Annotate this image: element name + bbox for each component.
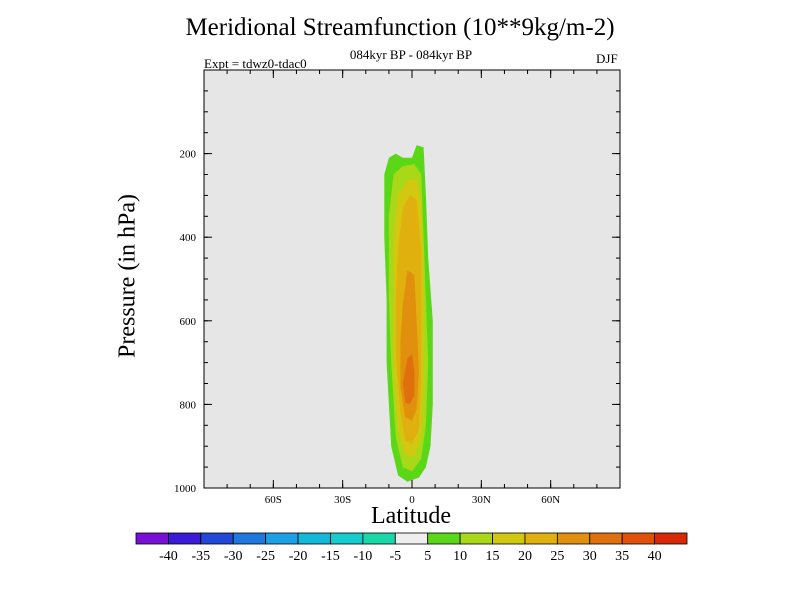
y-tick-label: 200 bbox=[180, 149, 197, 161]
colorbar-label: -20 bbox=[289, 549, 308, 564]
colorbar-label: 35 bbox=[615, 549, 629, 564]
colorbar-swatch bbox=[394, 532, 429, 545]
season-label: DJF bbox=[596, 51, 618, 66]
y-tick-label: 1000 bbox=[174, 483, 197, 495]
colorbar-swatch bbox=[297, 532, 331, 545]
x-tick-label: 60S bbox=[265, 494, 282, 506]
colorbar-swatch bbox=[232, 532, 267, 545]
colorbar-swatch bbox=[265, 532, 299, 545]
colorbar-label: -5 bbox=[389, 549, 401, 564]
colorbar-swatch bbox=[200, 532, 234, 545]
colorbar-label: 30 bbox=[583, 549, 597, 564]
colorbar-swatch bbox=[427, 532, 461, 545]
colorbar-swatch bbox=[330, 532, 364, 545]
y-tick-label: 600 bbox=[180, 316, 197, 328]
colorbar-label: 5 bbox=[424, 549, 431, 564]
colorbar-label: -40 bbox=[159, 549, 178, 564]
colorbar-swatch bbox=[589, 532, 623, 545]
colorbar-label: 15 bbox=[486, 549, 500, 564]
colorbar-swatch bbox=[556, 532, 591, 545]
colorbar-label: 20 bbox=[518, 549, 532, 564]
chart-title: Meridional Streamfunction (10**9kg/m-2) bbox=[185, 14, 615, 41]
colorbar-swatch bbox=[654, 532, 688, 545]
colorbar-label: -30 bbox=[224, 549, 243, 564]
x-tick-label: 30N bbox=[472, 494, 491, 506]
colorbar-swatch bbox=[168, 532, 202, 545]
contour-fill-30 bbox=[402, 354, 415, 405]
y-tick-label: 800 bbox=[180, 399, 197, 411]
colorbar-swatch bbox=[362, 532, 396, 545]
colorbar-swatch bbox=[459, 532, 493, 545]
colorbar-label: 40 bbox=[648, 549, 662, 564]
colorbar-swatch bbox=[524, 532, 558, 545]
colorbar-swatch bbox=[135, 532, 169, 545]
x-tick-label: 60N bbox=[541, 494, 560, 506]
chart-subtitle: 084kyr BP - 084kyr BP bbox=[349, 47, 473, 62]
colorbar-label: -15 bbox=[321, 549, 340, 564]
x-tick-label: 0 bbox=[409, 494, 415, 506]
colorbar-label: -35 bbox=[191, 549, 210, 564]
experiment-label: Expt = tdwz0-tdac0 bbox=[204, 56, 307, 71]
colorbar-swatch bbox=[621, 532, 655, 545]
colorbar-label: 10 bbox=[453, 549, 467, 564]
x-axis-label: Latitude bbox=[371, 503, 451, 529]
y-tick-label: 400 bbox=[180, 232, 197, 244]
colorbar-label: -10 bbox=[354, 549, 373, 564]
x-tick-label: 30S bbox=[334, 494, 351, 506]
colorbar-label: 25 bbox=[550, 549, 564, 564]
colorbar-label: -25 bbox=[256, 549, 275, 564]
colorbar-swatch bbox=[492, 532, 526, 545]
